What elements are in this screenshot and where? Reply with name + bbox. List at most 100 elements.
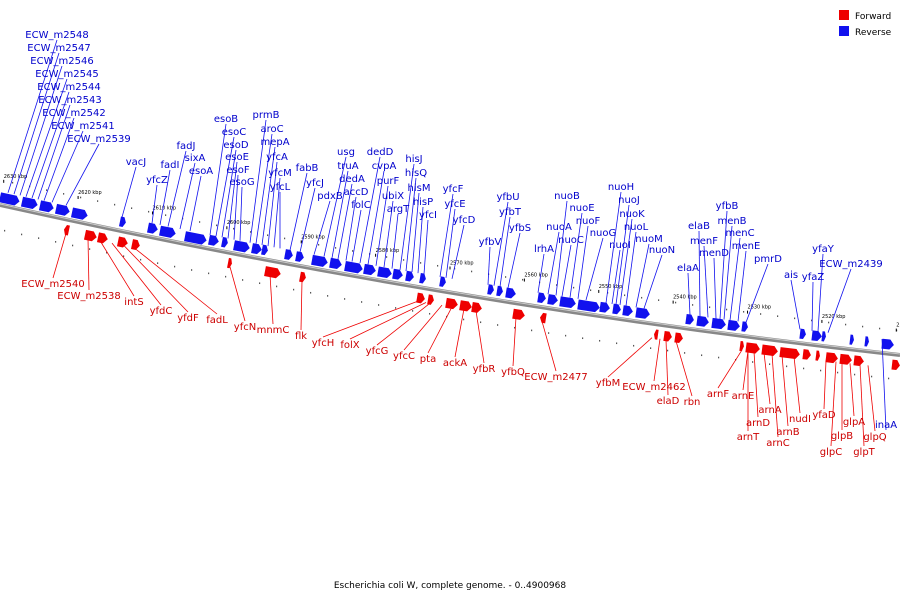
reverse-gene-arrow[interactable]: [344, 261, 363, 274]
reverse-gene-arrow[interactable]: [159, 225, 177, 239]
gene-label[interactable]: accD: [344, 187, 369, 198]
gene-label[interactable]: esoG: [229, 177, 254, 188]
forward-gene-arrow[interactable]: [63, 225, 70, 236]
forward-gene-arrow[interactable]: [653, 329, 659, 340]
gene-label[interactable]: menE: [732, 241, 761, 252]
gene-label[interactable]: arnB: [776, 427, 799, 438]
gene-label[interactable]: yfaY: [812, 244, 835, 255]
reverse-gene-arrow[interactable]: [537, 292, 546, 303]
reverse-gene-arrow[interactable]: [329, 257, 343, 270]
gene-label[interactable]: menD: [699, 248, 729, 259]
forward-gene-arrow[interactable]: [539, 312, 547, 324]
reverse-gene-arrow[interactable]: [711, 317, 726, 330]
forward-gene-arrow[interactable]: [815, 350, 820, 361]
gene-label[interactable]: sixA: [185, 153, 206, 164]
gene-label[interactable]: nuoA: [546, 222, 572, 233]
reverse-gene-arrow[interactable]: [20, 196, 39, 210]
gene-label[interactable]: intS: [124, 297, 143, 308]
gene-label[interactable]: ECW_m2439: [819, 259, 882, 270]
gene-label[interactable]: nuoL: [624, 222, 649, 233]
gene-label[interactable]: argT: [387, 204, 410, 215]
gene-label[interactable]: ECW_m2539: [67, 134, 130, 145]
gene-label[interactable]: ECW_m2547: [27, 43, 90, 54]
gene-label[interactable]: lrhA: [534, 244, 554, 255]
forward-gene-arrow[interactable]: [416, 292, 426, 304]
reverse-gene-arrow[interactable]: [799, 328, 806, 340]
forward-gene-arrow[interactable]: [471, 302, 482, 313]
forward-gene-arrow[interactable]: [227, 257, 233, 269]
gene-label[interactable]: yfcI: [419, 210, 437, 221]
gene-label[interactable]: yfbS: [509, 223, 531, 234]
gene-label[interactable]: glpA: [843, 417, 865, 428]
gene-label[interactable]: yfcH: [312, 338, 334, 349]
reverse-gene-arrow[interactable]: [392, 268, 404, 281]
gene-label[interactable]: yfdF: [177, 313, 199, 324]
gene-label[interactable]: yfbM: [596, 378, 620, 389]
reverse-gene-arrow[interactable]: [377, 266, 393, 279]
reverse-gene-arrow[interactable]: [727, 319, 740, 331]
gene-label[interactable]: hisM: [408, 183, 431, 194]
gene-label[interactable]: pta: [420, 354, 436, 365]
gene-label[interactable]: ECW_m2462: [622, 382, 685, 393]
gene-label[interactable]: elaD: [657, 396, 680, 407]
gene-label[interactable]: pdxB: [317, 191, 343, 202]
gene-label[interactable]: ECW_m2477: [524, 372, 587, 383]
forward-gene-arrow[interactable]: [891, 359, 900, 371]
gene-label[interactable]: ackA: [443, 358, 467, 369]
reverse-gene-arrow[interactable]: [208, 234, 220, 247]
reverse-gene-arrow[interactable]: [612, 303, 621, 315]
reverse-gene-arrow[interactable]: [311, 254, 329, 268]
gene-label[interactable]: cvpA: [372, 161, 397, 172]
gene-label[interactable]: esoD: [223, 140, 248, 151]
reverse-gene-arrow[interactable]: [184, 231, 208, 245]
gene-label[interactable]: yfcN: [234, 322, 256, 333]
forward-gene-arrow[interactable]: [663, 330, 672, 342]
forward-gene-arrow[interactable]: [825, 352, 838, 364]
reverse-gene-arrow[interactable]: [221, 236, 229, 248]
gene-label[interactable]: nuoF: [576, 216, 601, 227]
gene-label[interactable]: nuoI: [609, 240, 631, 251]
gene-label[interactable]: glpT: [853, 447, 875, 458]
gene-label[interactable]: glpC: [820, 447, 842, 458]
gene-label[interactable]: ECW_m2540: [21, 279, 84, 290]
reverse-gene-arrow[interactable]: [147, 222, 159, 235]
gene-label[interactable]: ECW_m2543: [38, 95, 101, 106]
reverse-gene-arrow[interactable]: [547, 294, 558, 305]
gene-label[interactable]: mnmC: [257, 325, 290, 336]
reverse-gene-arrow[interactable]: [0, 192, 21, 206]
gene-label[interactable]: pmrD: [754, 254, 782, 265]
gene-label[interactable]: flk: [295, 331, 307, 342]
reverse-gene-arrow[interactable]: [696, 315, 709, 328]
gene-label[interactable]: nudI: [789, 414, 811, 425]
gene-label[interactable]: aroC: [260, 124, 283, 135]
forward-gene-arrow[interactable]: [445, 297, 458, 310]
forward-gene-arrow[interactable]: [116, 236, 129, 249]
gene-label[interactable]: esoE: [225, 152, 249, 163]
gene-label[interactable]: esoB: [214, 114, 238, 125]
reverse-gene-arrow[interactable]: [635, 307, 650, 319]
reverse-gene-arrow[interactable]: [363, 263, 377, 276]
forward-gene-arrow[interactable]: [83, 229, 98, 242]
gene-label[interactable]: arnC: [766, 438, 789, 449]
forward-gene-arrow[interactable]: [853, 355, 864, 366]
gene-label[interactable]: yfcJ: [306, 178, 324, 189]
gene-label[interactable]: ECW_m2546: [30, 56, 93, 67]
forward-gene-arrow[interactable]: [745, 342, 760, 354]
gene-label[interactable]: nuoH: [608, 182, 634, 193]
reverse-gene-arrow[interactable]: [284, 249, 294, 260]
gene-label[interactable]: yfcD: [453, 215, 476, 226]
gene-label[interactable]: hisP: [413, 197, 433, 208]
gene-label[interactable]: ECW_m2538: [57, 291, 120, 302]
gene-label[interactable]: inaA: [875, 420, 897, 431]
gene-label[interactable]: arnD: [746, 418, 770, 429]
forward-gene-arrow[interactable]: [739, 340, 744, 352]
gene-label[interactable]: yfbU: [496, 192, 519, 203]
forward-gene-arrow[interactable]: [459, 300, 472, 312]
gene-label[interactable]: nuoG: [590, 228, 617, 239]
gene-label[interactable]: yfcZ: [146, 175, 168, 186]
gene-label[interactable]: ECW_m2544: [37, 82, 100, 93]
reverse-gene-arrow[interactable]: [505, 287, 516, 299]
gene-label[interactable]: prmB: [253, 110, 280, 121]
forward-gene-arrow[interactable]: [299, 271, 307, 283]
gene-label[interactable]: yfbT: [499, 207, 522, 218]
